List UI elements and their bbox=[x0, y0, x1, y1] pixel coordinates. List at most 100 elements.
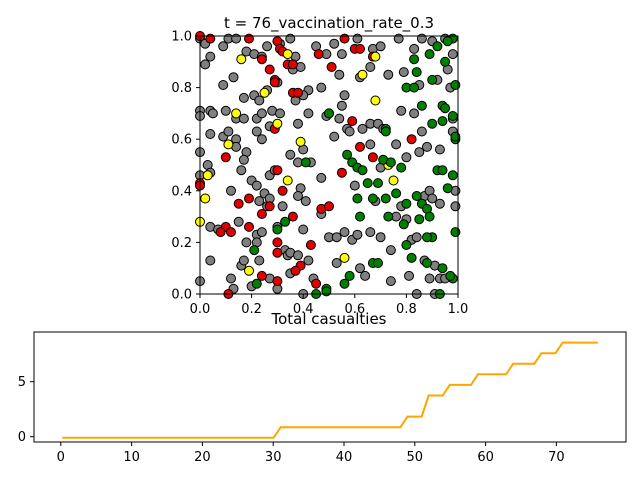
scatter-x-tick-label: 0.6 bbox=[344, 302, 365, 317]
scatter-x-tick-label: 0.0 bbox=[190, 302, 211, 317]
scatter-point-recovered bbox=[414, 214, 425, 225]
scatter-point-vaccinated bbox=[231, 108, 242, 119]
scatter-point-infected bbox=[233, 198, 244, 209]
scatter-y-tick-label: 0.2 bbox=[171, 236, 192, 251]
casualties-line bbox=[62, 341, 598, 439]
scatter-point-infected bbox=[272, 237, 283, 248]
scatter-point-healthy bbox=[256, 108, 267, 119]
scatter-point-healthy bbox=[365, 139, 376, 150]
scatter-point-healthy bbox=[334, 113, 345, 124]
scatter-point-recovered bbox=[440, 56, 451, 67]
scatter-point-infected bbox=[406, 134, 417, 145]
scatter-point-recovered bbox=[432, 41, 443, 52]
scatter-point-recovered bbox=[427, 74, 438, 85]
scatter-point-recovered bbox=[422, 232, 432, 243]
scatter-point-healthy bbox=[238, 255, 249, 266]
scatter-point-healthy bbox=[409, 108, 420, 119]
casualties-x-tick-label: 40 bbox=[336, 450, 353, 465]
scatter-point-recovered bbox=[344, 270, 355, 281]
scatter-point-vaccinated bbox=[388, 175, 399, 186]
scatter-point-recovered bbox=[357, 165, 368, 176]
scatter-point-healthy bbox=[228, 72, 239, 83]
scatter-point-recovered bbox=[367, 193, 378, 204]
scatter-point-healthy bbox=[293, 118, 303, 129]
scatter-chart: t = 76_vaccination_rate_0.3 0.0 0.2 0.4 … bbox=[171, 14, 468, 317]
scatter-point-infected bbox=[305, 240, 316, 250]
scatter-point-healthy bbox=[277, 201, 288, 212]
scatter-y-axis: 0.0 0.2 0.4 0.6 0.8 1.0 bbox=[171, 30, 200, 303]
scatter-point-healthy bbox=[416, 126, 427, 137]
scatter-point-recovered bbox=[342, 149, 353, 160]
scatter-point-healthy bbox=[233, 216, 244, 227]
scatter-point-healthy bbox=[391, 139, 402, 150]
scatter-point-healthy bbox=[293, 250, 303, 261]
scatter-point-healthy bbox=[238, 92, 249, 103]
scatter-point-healthy bbox=[331, 258, 342, 268]
casualties-y-tick-label: 5 bbox=[18, 375, 26, 390]
scatter-point-healthy bbox=[205, 129, 216, 139]
scatter-point-healthy bbox=[220, 105, 231, 116]
scatter-point-recovered bbox=[249, 245, 260, 256]
scatter-point-infected bbox=[287, 211, 298, 222]
scatter-point-recovered bbox=[385, 157, 396, 168]
scatter-point-vaccinated bbox=[223, 139, 234, 150]
scatter-point-healthy bbox=[375, 41, 386, 52]
scatter-point-healthy bbox=[365, 227, 376, 238]
scatter-point-infected bbox=[367, 152, 378, 163]
scatter-point-healthy bbox=[303, 255, 314, 266]
scatter-point-infected bbox=[256, 209, 267, 219]
scatter-point-healthy bbox=[360, 270, 371, 281]
scatter-point-healthy bbox=[422, 141, 432, 152]
scatter-point-recovered bbox=[416, 100, 427, 111]
scatter-point-recovered bbox=[450, 227, 461, 238]
scatter-x-axis: 0.0 0.2 0.4 0.6 0.8 1.0 bbox=[190, 294, 468, 317]
scatter-point-infected bbox=[324, 201, 334, 212]
scatter-point-healthy bbox=[331, 232, 342, 243]
scatter-point-healthy bbox=[355, 263, 365, 274]
scatter-point-recovered bbox=[380, 193, 391, 204]
scatter-point-healthy bbox=[434, 144, 445, 155]
scatter-point-healthy bbox=[316, 82, 327, 93]
scatter-point-healthy bbox=[316, 172, 327, 183]
scatter-point-healthy bbox=[416, 33, 427, 44]
scatter-point-healthy bbox=[218, 80, 229, 90]
scatter-point-infected bbox=[355, 141, 365, 152]
scatter-point-infected bbox=[264, 201, 275, 212]
scatter-point-recovered bbox=[442, 36, 453, 47]
scatter-point-vaccinated bbox=[244, 265, 254, 276]
scatter-title: t = 76_vaccination_rate_0.3 bbox=[224, 14, 434, 33]
scatter-point-vaccinated bbox=[282, 49, 293, 60]
scatter-point-healthy bbox=[336, 49, 347, 60]
scatter-point-healthy bbox=[365, 62, 376, 72]
scatter-point-healthy bbox=[251, 180, 262, 191]
scatter-point-recovered bbox=[300, 157, 311, 168]
scatter-point-healthy bbox=[434, 198, 445, 209]
scatter-point-healthy bbox=[251, 126, 262, 137]
scatter-point-infected bbox=[215, 227, 226, 238]
scatter-point-recovered bbox=[409, 82, 420, 93]
scatter-point-recovered bbox=[355, 211, 365, 222]
scatter-y-tick-label: 0.8 bbox=[171, 81, 192, 96]
scatter-point-infected bbox=[205, 33, 216, 44]
scatter-point-vaccinated bbox=[259, 87, 270, 98]
scatter-point-infected bbox=[326, 62, 337, 72]
casualties-x-tick-label: 60 bbox=[477, 450, 494, 465]
scatter-point-healthy bbox=[352, 33, 363, 44]
scatter-point-healthy bbox=[293, 191, 303, 201]
scatter-point-healthy bbox=[385, 245, 396, 256]
casualties-y-tick-label: 0 bbox=[18, 430, 26, 445]
scatter-point-recovered bbox=[437, 165, 448, 176]
scatter-point-infected bbox=[226, 227, 236, 238]
scatter-point-recovered bbox=[373, 258, 383, 268]
scatter-y-tick-label: 1.0 bbox=[171, 30, 192, 45]
scatter-point-healthy bbox=[205, 255, 216, 266]
scatter-point-healthy bbox=[329, 38, 340, 49]
scatter-point-infected bbox=[339, 33, 350, 44]
scatter-point-healthy bbox=[357, 123, 368, 134]
scatter-point-healthy bbox=[396, 105, 407, 116]
scatter-point-healthy bbox=[223, 126, 234, 137]
scatter-x-tick-label: 0.8 bbox=[396, 302, 417, 317]
scatter-point-vaccinated bbox=[339, 252, 350, 263]
scatter-point-recovered bbox=[280, 216, 291, 227]
scatter-point-healthy bbox=[236, 165, 247, 176]
